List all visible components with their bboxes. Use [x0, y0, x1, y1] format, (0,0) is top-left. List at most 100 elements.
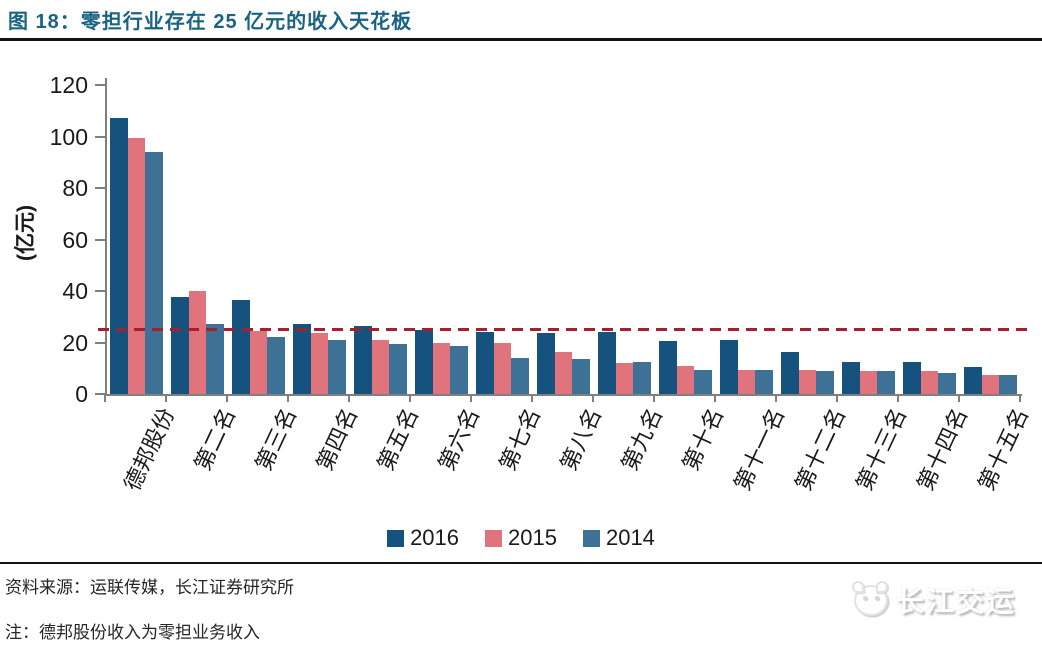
x-axis-tick	[470, 394, 472, 402]
revenue-ceiling-line	[98, 328, 1027, 332]
x-axis-tick	[653, 394, 655, 402]
bar-2014-第十一名	[755, 369, 773, 394]
x-axis-line	[105, 394, 1022, 396]
y-axis-tick-label: 80	[62, 175, 88, 201]
bar-2014-第十四名	[938, 373, 956, 394]
y-axis-tick-label: 40	[62, 278, 88, 304]
legend-swatch-icon	[582, 529, 600, 547]
bar-2016-第十五名	[964, 366, 982, 394]
x-axis-tick	[104, 394, 106, 402]
x-axis-tick	[714, 394, 716, 402]
footnote: 注：德邦股份收入为零担业务收入	[5, 623, 260, 642]
x-axis-tick	[226, 394, 228, 402]
x-axis-tick	[348, 394, 350, 402]
changjiang-watermark: 长江交运	[851, 580, 1016, 620]
y-axis-tick-label: 100	[49, 123, 88, 150]
bar-2014-第三名	[267, 337, 285, 394]
bar-2014-第八名	[572, 359, 590, 394]
x-axis-tick	[409, 394, 411, 402]
y-axis-tick-label: 0	[75, 381, 88, 407]
y-axis-tick	[95, 393, 105, 395]
logo-ear-icon	[875, 580, 888, 593]
bar-2015-第三名	[249, 330, 268, 394]
x-axis-tick	[836, 394, 838, 402]
y-axis-tick	[95, 187, 105, 189]
bar-2016-第十一名	[720, 339, 738, 394]
x-axis-tick	[958, 394, 960, 402]
bar-2015-第九名	[615, 363, 634, 394]
bar-2014-第九名	[633, 361, 651, 394]
bar-2014-德邦股份	[145, 151, 163, 394]
bar-2014-第七名	[511, 357, 529, 394]
bar-2014-第五名	[389, 343, 407, 394]
y-axis-tick	[95, 238, 105, 241]
bottom-divider	[0, 562, 1042, 564]
figure-title: 图 18：零担行业存在 25 亿元的收入天花板	[8, 11, 413, 33]
bar-2014-第六名	[450, 346, 468, 394]
y-axis-tick-label: 60	[62, 226, 88, 253]
bar-2016-第三名	[232, 300, 250, 394]
bar-2014-第四名	[328, 339, 346, 394]
y-axis-line	[105, 78, 107, 396]
bar-2016-德邦股份	[110, 118, 128, 394]
bar-2016-第九名	[598, 332, 616, 394]
legend-swatch-icon	[485, 529, 503, 547]
changjiang-logo-icon	[851, 580, 888, 616]
legend-label: 2015	[508, 525, 557, 550]
bar-2016-第五名	[354, 325, 372, 394]
bar-2015-第十五名	[981, 374, 1000, 394]
chart-legend: 2016 2015 2014	[0, 527, 1042, 549]
bar-2016-第十四名	[903, 361, 921, 394]
y-axis-tick	[95, 84, 105, 86]
legend-label: 2014	[605, 525, 655, 550]
y-axis-tick	[95, 135, 105, 138]
bar-2014-第十五名	[999, 374, 1017, 394]
legend-swatch-icon	[387, 529, 405, 547]
bar-2015-第六名	[432, 342, 451, 394]
bar-2016-第四名	[293, 324, 311, 394]
bar-2016-第八名	[537, 333, 555, 394]
legend-item-2014: 2014	[582, 525, 655, 550]
y-axis-tick	[95, 290, 105, 292]
watermark-label: 长江交运	[895, 586, 1016, 617]
bar-2016-第二名	[171, 297, 189, 394]
bar-2016-第十二名	[781, 351, 799, 394]
source-note: 资料来源：运联传媒，长江证券研究所	[5, 578, 294, 597]
bar-2014-第十名	[694, 369, 712, 394]
legend-item-2015: 2015	[485, 527, 557, 549]
bar-2015-第二名	[188, 291, 207, 394]
x-axis-tick	[897, 394, 899, 402]
legend-label: 2016	[410, 525, 460, 550]
bar-2015-第四名	[310, 333, 329, 394]
x-axis-tick	[165, 394, 167, 402]
x-axis-tick	[775, 394, 777, 402]
x-axis-tick	[531, 394, 533, 402]
bar-2015-第五名	[371, 339, 390, 394]
logo-ear-icon	[851, 580, 864, 593]
x-axis-tick	[287, 394, 289, 402]
bar-2016-第七名	[476, 332, 494, 394]
bar-2015-第十四名	[920, 370, 939, 394]
legend-item-2016: 2016	[387, 527, 459, 549]
bar-2015-第十一名	[737, 369, 756, 394]
bar-2016-第六名	[415, 329, 433, 394]
x-axis-tick	[1019, 394, 1021, 402]
y-axis-tick-label: 20	[62, 329, 88, 356]
bar-2015-第十三名	[859, 370, 878, 394]
bar-2016-第十名	[659, 341, 677, 394]
top-divider	[0, 38, 1042, 41]
y-axis-tick	[95, 341, 105, 344]
bar-2015-第八名	[554, 351, 573, 394]
bar-2016-第十三名	[842, 361, 860, 394]
bar-2015-第七名	[493, 342, 512, 394]
bar-2014-第二名	[206, 324, 224, 394]
bar-2015-第十名	[676, 365, 695, 394]
bar-2014-第十三名	[877, 370, 895, 394]
bar-2015-德邦股份	[127, 137, 146, 394]
y-axis-tick-label: 120	[49, 72, 88, 98]
bar-2014-第十二名	[816, 370, 834, 394]
x-axis-tick	[592, 394, 594, 402]
bar-2015-第十二名	[798, 369, 817, 394]
